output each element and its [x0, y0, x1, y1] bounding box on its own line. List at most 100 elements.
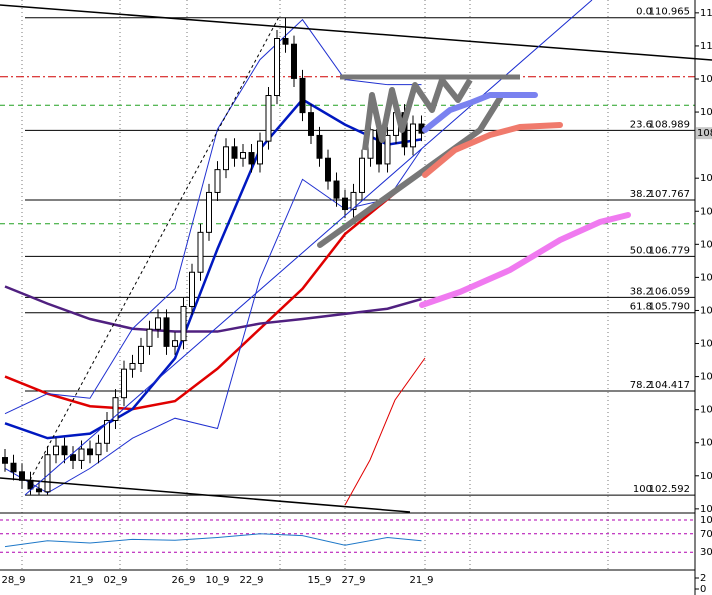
candle-body	[223, 146, 229, 171]
x-tick-label: 27_9	[341, 575, 365, 586]
candle-body	[129, 362, 136, 370]
candle-body	[240, 152, 246, 159]
candle-body	[172, 340, 178, 347]
candle-body	[197, 231, 204, 273]
y-tick-label: 108.	[700, 173, 712, 184]
x-tick-label: 15_9	[307, 575, 331, 586]
fib-ratio: 100	[633, 484, 652, 495]
fib-price: 108.989	[649, 119, 690, 130]
y-tick-label: 105.	[700, 339, 712, 350]
y-tick-label: 103.	[700, 471, 712, 482]
drawings	[0, 0, 712, 513]
candle-body	[180, 305, 187, 342]
candle-body	[2, 457, 8, 464]
fib-ratio: 61.8	[630, 302, 652, 313]
overlay-line	[4, 18, 422, 415]
candle-body	[206, 191, 212, 233]
overlay-line	[4, 97, 422, 440]
y-tick-label: 102.	[700, 504, 712, 515]
fib-price: 102.592	[649, 484, 690, 495]
candle-body	[359, 157, 365, 193]
candle-body	[265, 95, 272, 142]
fib-group: 110.9650.0108.98923.6107.76738.2106.7795…	[0, 7, 695, 496]
candle-body	[316, 134, 323, 159]
y-tick-label: 104.	[700, 405, 712, 416]
current-price-label: 108	[697, 128, 712, 139]
candle-body	[138, 345, 144, 364]
rsi-tick-label: 30	[700, 547, 712, 558]
candle-body	[155, 317, 161, 330]
candle-body	[27, 479, 34, 490]
fib-ratio: 50.0	[630, 245, 652, 256]
candle-body	[282, 38, 289, 45]
y-tick-label: 105.	[700, 372, 712, 383]
x-tick-label: 26_9	[171, 575, 195, 586]
candle-body	[70, 454, 76, 461]
x-tick-label: 28_9	[1, 575, 25, 586]
y-tick-label: 107.	[700, 239, 712, 250]
candle-body	[299, 77, 306, 114]
y-tick-label: 111.	[700, 8, 712, 19]
candle-body	[53, 445, 59, 456]
fib-price: 107.767	[649, 189, 690, 200]
y-tick-label: 107.	[700, 272, 712, 283]
fib-price: 106.059	[649, 286, 690, 297]
candle-body	[231, 146, 238, 159]
y-tick-label: 109.	[700, 74, 712, 85]
fib-price: 110.965	[649, 7, 690, 18]
fib-ratio: 0.0	[636, 7, 652, 18]
fib-price: 106.779	[649, 245, 690, 256]
candle-body	[325, 157, 331, 182]
candle-body	[87, 448, 93, 456]
candle-body	[112, 397, 119, 421]
fib-ratio: 78.2	[630, 380, 652, 391]
candle-body	[291, 43, 297, 79]
y-tick-label: 106.	[700, 305, 712, 316]
fib-ratio: 38.2	[630, 286, 652, 297]
candle-body	[410, 123, 416, 148]
fib-price: 104.417	[649, 380, 690, 391]
rsi-tick-label: 70	[700, 529, 712, 540]
fib-ratio: 38.2	[630, 189, 652, 200]
y-tick-label: 109.	[700, 107, 712, 118]
candle-body	[214, 169, 221, 193]
fib-ratio: 23.6	[630, 119, 652, 130]
candle-body	[384, 134, 391, 165]
x-tick-label: 02_9	[103, 575, 127, 586]
y-tick-label: 104.	[700, 438, 712, 449]
x-tick-label: 10_9	[205, 575, 229, 586]
overlay-line	[4, 170, 423, 411]
rsi-tick-label: 100	[700, 515, 712, 526]
candle-body	[121, 368, 127, 399]
candle-body	[333, 180, 340, 199]
lower-tick-label: 2	[700, 573, 706, 584]
rsi-panel: 100 70 30	[0, 515, 712, 558]
candle-body	[163, 317, 170, 347]
candle-body	[10, 462, 17, 473]
candle-body	[308, 112, 314, 136]
candle-body	[95, 442, 102, 456]
x-tick-label: 22_9	[239, 575, 263, 586]
rsi-line	[4, 533, 422, 548]
lower-tick-label: 0	[700, 584, 706, 595]
candle-body	[248, 152, 255, 165]
candle-body	[104, 419, 110, 444]
candle-body	[274, 38, 280, 97]
overlay-line	[4, 148, 422, 494]
y-tick-label: 110.	[700, 41, 712, 52]
x-tick-label: 21_9	[69, 575, 93, 586]
candle-body	[146, 328, 153, 347]
candle-body	[61, 445, 68, 456]
candle-body	[350, 191, 357, 211]
x-tick-label: 21_9	[409, 575, 433, 586]
candle-body	[78, 448, 85, 461]
candle-body	[189, 271, 195, 307]
candle-body	[257, 140, 263, 165]
current-price-box	[696, 127, 712, 140]
fib-price: 105.790	[649, 302, 690, 313]
candle-body	[342, 197, 348, 211]
overlay-line	[4, 285, 422, 333]
y-tick-label: 107.	[700, 206, 712, 217]
candle-body	[36, 488, 42, 493]
